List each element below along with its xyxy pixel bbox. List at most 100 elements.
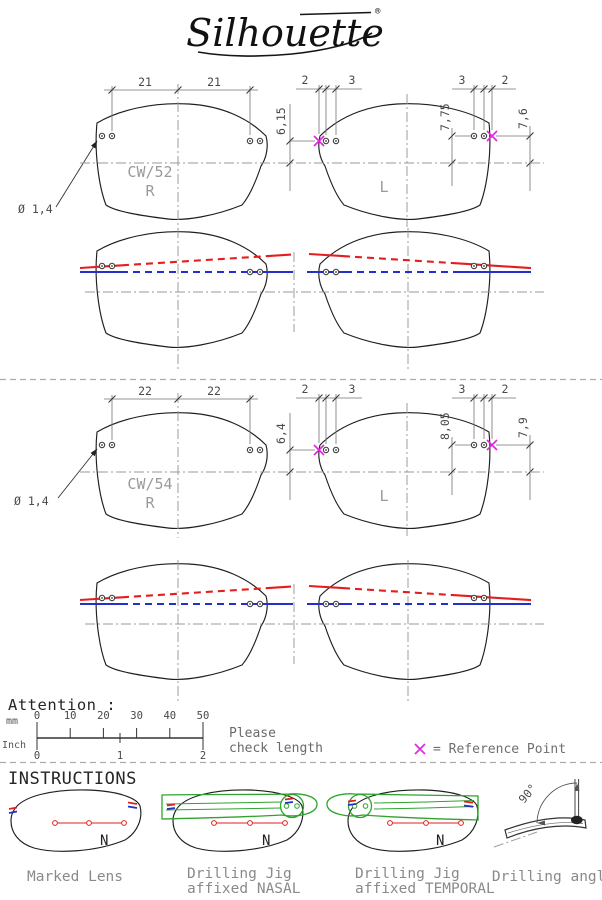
instructions-title: INSTRUCTIONS	[8, 769, 137, 789]
drill-hole	[246, 446, 254, 454]
drill-hole	[98, 594, 106, 602]
centerlines	[85, 228, 544, 370]
drill-hole	[480, 441, 488, 449]
lens-outline	[318, 231, 491, 349]
drill-hole	[108, 132, 116, 140]
drill-hole	[108, 262, 116, 270]
nasal-side-label: N	[262, 833, 270, 849]
jig-slot-lines	[165, 801, 282, 811]
red-marking-line	[308, 252, 344, 258]
section-cw52: 21 21 Ø 1,4 CW/52 R 2 3 3 2 7,75	[18, 73, 544, 370]
reference-point-icon	[414, 743, 426, 755]
dimension-ticks	[448, 132, 456, 167]
side-label-left: L	[379, 487, 388, 505]
ruler-mm-tick-label: 20	[97, 710, 110, 722]
drill-tip	[571, 815, 583, 825]
dim-label: 2	[502, 73, 509, 87]
drill-hole	[98, 262, 106, 270]
drill-hole	[332, 268, 340, 276]
height-dim-label: 7,75	[438, 103, 452, 131]
datum-point	[282, 820, 288, 826]
nasal-side-label: N	[100, 833, 108, 849]
red-marking-line-dashed	[121, 587, 267, 599]
drill-hole	[470, 441, 478, 449]
dim-label: 3	[349, 382, 356, 396]
diagram-caption: Marked Lens	[27, 869, 123, 885]
side-label-left: L	[379, 178, 388, 196]
red-marking-line	[456, 594, 532, 602]
red-edge-marks	[166, 797, 294, 807]
bridge-dim-label: 6,15	[274, 107, 288, 135]
check-length-note: check length	[229, 741, 323, 756]
blue-edge-marks	[166, 801, 294, 810]
jig-hole	[283, 803, 290, 809]
height-dim-outer	[496, 435, 531, 500]
drill-hole	[246, 268, 254, 276]
attention-block: Attention : mm Inch 0 10 20 30 40 50 0 1…	[2, 696, 566, 762]
lens-outline	[95, 412, 268, 530]
reference-point-icon	[486, 130, 498, 142]
ruler-mm-tick-label: 30	[130, 710, 143, 722]
drilling-jig-temporal-diagram: N Drilling Jig affixed TEMPORAL	[326, 789, 495, 897]
reference-point-icon	[486, 439, 498, 451]
red-marking-line	[308, 584, 344, 590]
datum-point	[121, 820, 127, 826]
drill-hole	[480, 132, 488, 140]
red-edge-marks	[8, 801, 138, 810]
drill-hole	[246, 137, 254, 145]
drill-hole	[480, 594, 488, 602]
drill-hole	[322, 600, 330, 608]
height-dim-outer	[496, 126, 531, 191]
nasal-side-label: N	[436, 833, 444, 849]
ruler-ticks	[36, 722, 204, 750]
scale-ruler: mm Inch 0 10 20 30 40 50 0 1 2	[2, 710, 209, 762]
reference-point-label: = Reference Point	[433, 742, 566, 757]
datum-point	[423, 820, 429, 826]
cw54-right-lens-top-view: 22 22 Ø 1,4 CW/54 R	[14, 384, 268, 538]
datum-point	[211, 820, 217, 826]
dim-label: 21	[138, 75, 152, 89]
drill-hole	[98, 441, 106, 449]
side-label-right: R	[145, 182, 155, 200]
hole-diameter-label: Ø 1,4	[14, 494, 49, 508]
drill-hole	[332, 600, 340, 608]
bridge-dim	[289, 104, 315, 191]
cw52-left-lens-top-view: 2 3 3 2 7,75 7,6 6,15 L	[274, 73, 534, 227]
height-dim-inner	[451, 128, 471, 186]
brand-logo: Silhouette ®	[186, 7, 384, 57]
red-marking-line	[456, 262, 532, 270]
blue-edge-marks	[347, 803, 474, 808]
dim-label: 2	[302, 73, 309, 87]
cw52-marked-views	[79, 228, 544, 370]
hole-diameter-leader	[55, 140, 98, 208]
bridge-dim-label: 6,4	[274, 423, 288, 444]
drilling-jig-outline	[326, 793, 479, 821]
arc-arrowhead	[537, 820, 545, 826]
dimension-lines	[296, 394, 516, 444]
dimension-lines	[104, 86, 258, 135]
red-edge-marks	[347, 799, 474, 804]
lens-outline	[318, 563, 491, 681]
reference-point-legend: = Reference Point	[414, 742, 566, 757]
diagram-caption: Drilling Jig	[355, 866, 460, 882]
drill-hole	[98, 132, 106, 140]
lens-outline	[10, 789, 142, 852]
datum-point	[458, 820, 464, 826]
centerlines	[85, 560, 544, 702]
cw54-left-lens-top-view: 2 3 3 2 8,05 7,9 6,4 L	[274, 382, 534, 536]
cw52-right-lens-top-view: 21 21 Ø 1,4 CW/52 R	[18, 75, 268, 229]
jig-drill-ring	[347, 793, 373, 819]
dimension-ticks	[108, 86, 254, 94]
attention-title: Attention :	[8, 696, 116, 714]
ruler-inch-tick-label: 2	[200, 750, 206, 762]
ruler-inch-tick-label: 0	[34, 750, 40, 762]
dim-label: 2	[302, 382, 309, 396]
drilling-jig-nasal-diagram: N Drilling Jig affixed NASAL	[161, 789, 318, 897]
drill-hole	[470, 132, 478, 140]
brand-name: Silhouette	[186, 11, 384, 55]
jig-drill-ring	[279, 793, 305, 819]
ruler-mm-tick-label: 40	[163, 710, 176, 722]
dim-label: 21	[207, 75, 221, 89]
